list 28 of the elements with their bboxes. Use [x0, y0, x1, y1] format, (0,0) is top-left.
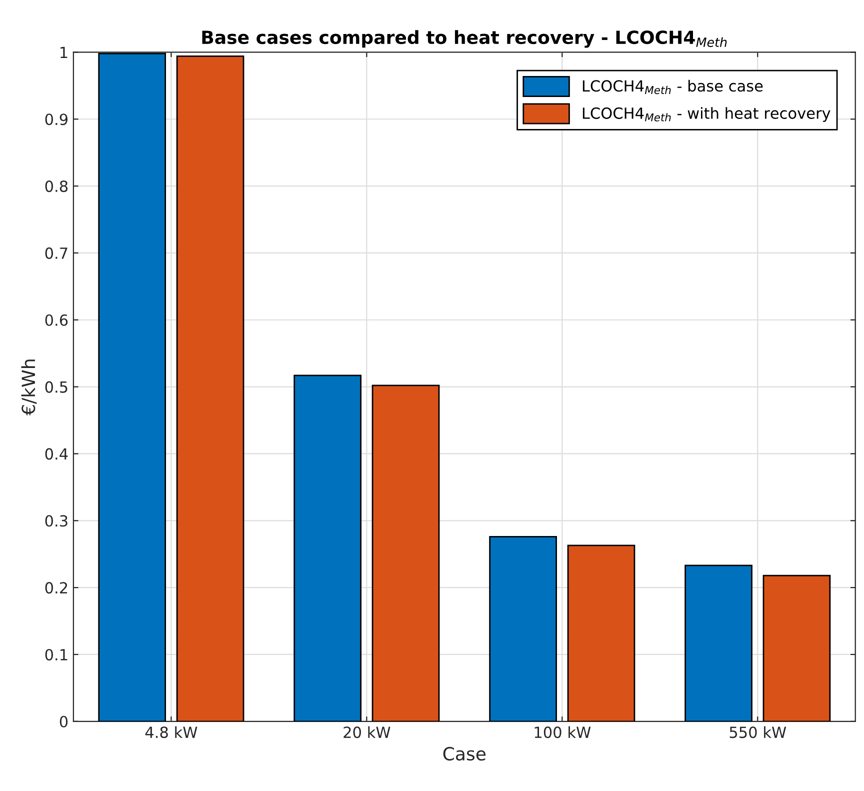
y-tick-label: 0.2 [45, 582, 68, 594]
bar [294, 374, 362, 722]
y-tick-label: 0.5 [45, 381, 68, 393]
y-tick-label: 0.7 [45, 247, 68, 259]
x-tick-label: 4.8 kW [145, 726, 198, 738]
legend-label: LCOCH4$_{Meth}$ - base case [582, 80, 763, 94]
y-tick-label: 0.6 [45, 314, 68, 326]
bar [98, 52, 166, 722]
y-tick-label: 0.3 [45, 515, 68, 527]
y-tick-label: 0.4 [45, 448, 68, 460]
y-tick-label: 0.1 [45, 648, 68, 660]
y-tick-label: 0 [60, 716, 68, 728]
bar [372, 384, 440, 722]
chart-title: Base cases compared to heat recovery - LCOCH4$_{Meth}$ [202, 30, 727, 48]
y-tick-label: 1 [60, 46, 68, 58]
bar [567, 544, 636, 722]
y-tick-label: 0.8 [45, 180, 68, 192]
x-tick-label: 20 kW [344, 726, 390, 738]
bar [489, 536, 557, 722]
bar [762, 574, 831, 722]
y-tick-label: 0.9 [45, 114, 68, 126]
x-axis-title: Case [443, 746, 486, 761]
x-tick-label: 100 kW [534, 726, 591, 738]
bar [684, 564, 752, 722]
legend-label: LCOCH4$_{Meth}$ - with heat recovery [582, 107, 830, 122]
x-tick-label: 550 kW [730, 726, 786, 738]
y-axis-title: €/kWh [21, 360, 37, 416]
bar [176, 56, 244, 722]
